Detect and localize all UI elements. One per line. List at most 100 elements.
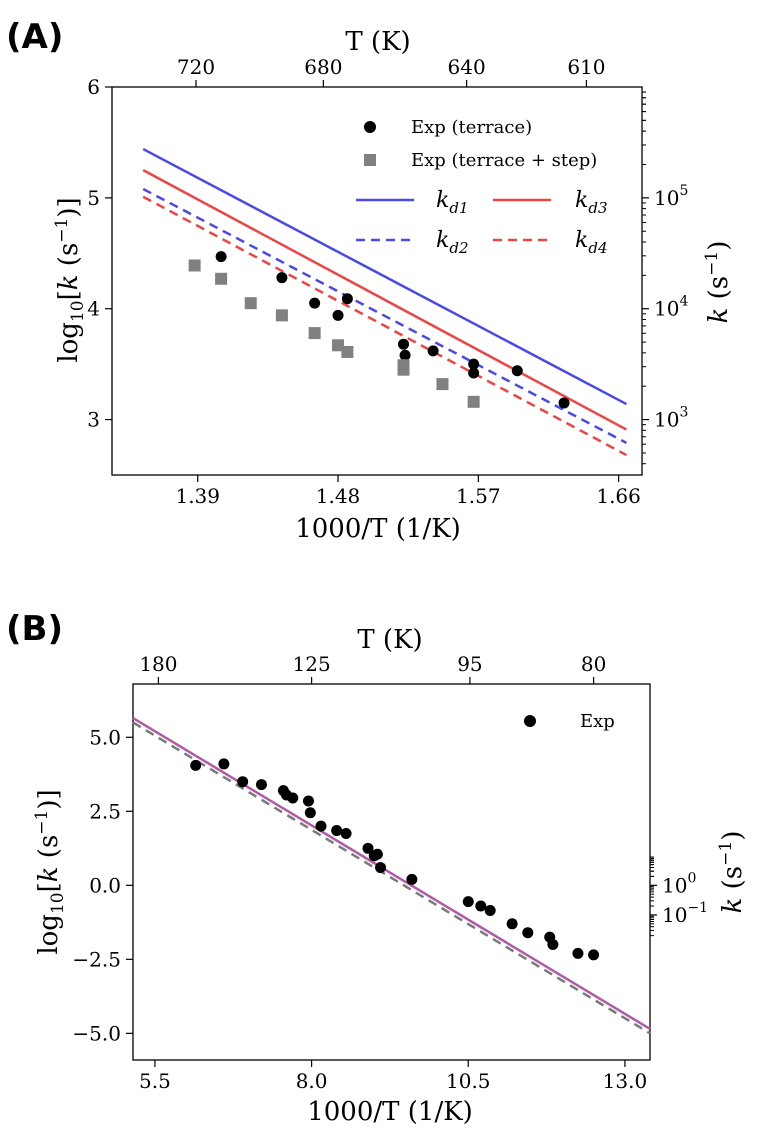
panel-b-model-lines [132, 716, 651, 1035]
panel-b-point-circle [572, 947, 584, 959]
panel-b-point-circle [506, 918, 518, 930]
panel-b-y-ticks: −5.0 −2.5 0.0 2.5 5.0 [72, 725, 133, 1045]
panel-a-line-kd3 [142, 169, 628, 431]
panel-a-x-tick-label: 1.66 [596, 484, 641, 508]
panel-a-point-circle [398, 338, 409, 350]
panel-b-point-circle [331, 825, 343, 837]
panel-b-point-circle [237, 776, 249, 788]
panel-b-point-circle [255, 779, 267, 791]
panel-b-point-circle [522, 927, 534, 939]
panel-a-point-circle [468, 358, 480, 370]
panel-a: (A) T (K) 1.39 1.48 1.57 1.66 3 4 5 6 720 680 64… [6, 17, 734, 544]
panel-a-legend: Exp (terrace) Exp (terrace + step) kd1 k… [356, 117, 608, 257]
panel-b-y-tick-label: 5.0 [89, 725, 121, 749]
panel-a-right-tick-label: 104 [654, 294, 688, 321]
panel-a-point-circle [399, 349, 411, 361]
legend-label-exp-terrace-step: Exp (terrace + step) [411, 150, 597, 171]
panel-a-point-circle [341, 293, 353, 305]
panel-b-label: (B) [6, 609, 63, 649]
panel-a-right-tick-label: 103 [654, 405, 688, 432]
panel-a-point-square [244, 297, 257, 310]
panel-a-point-square [275, 309, 288, 322]
panel-a-point-square [397, 363, 410, 376]
panel-a-line-kd4 [142, 195, 628, 457]
panel-a-data-points [188, 251, 570, 409]
panel-b-point-circle [406, 873, 418, 885]
panel-a-point-square [436, 378, 449, 391]
panel-b-point-circle [547, 939, 559, 951]
panel-b-top-tick-label: 180 [139, 652, 177, 676]
panel-b-point-circle [218, 758, 230, 770]
panel-a-x-axis-title: 1000/T (1/K) [295, 514, 461, 544]
panel-a-y-tick-label: 4 [87, 297, 100, 321]
panel-b-x-axis-title: 1000/T (1/K) [307, 1097, 473, 1127]
panel-b-point-circle [375, 862, 387, 874]
panel-b-legend: Exp [524, 711, 615, 732]
legend-label-exp: Exp [580, 711, 615, 732]
panel-b-top-tick-label: 125 [293, 652, 331, 676]
panel-a-point-circle [468, 367, 480, 379]
panel-a-x-tick-label: 1.39 [175, 484, 220, 508]
legend-marker-exp-terrace [364, 121, 376, 133]
panel-b-x-tick-label: 13.0 [603, 1069, 648, 1093]
panel-b-y-tick-label: 2.5 [89, 799, 121, 823]
panel-b-right-tick-label: 100 [662, 870, 696, 897]
legend-label-exp-terrace: Exp (terrace) [411, 117, 532, 138]
panel-b-line-model [132, 716, 651, 1030]
panel-a-point-circle [332, 309, 344, 321]
panel-a-right-ticks: 103 104 105 [642, 91, 688, 465]
panel-b-right-axis-title: k (s−1) [716, 831, 748, 914]
panel-b-line-model-dashed [132, 721, 651, 1035]
panel-b-x-tick-label: 5.5 [139, 1069, 171, 1093]
panel-a-top-tick-label: 680 [304, 55, 342, 79]
panel-a-point-square [341, 345, 354, 358]
panel-a-label: (A) [6, 17, 63, 57]
panel-a-point-circle [427, 345, 439, 357]
panel-b-y-tick-label: −5.0 [72, 1021, 121, 1045]
panel-a-point-circle [309, 297, 321, 309]
panel-a-line-kd1 [142, 147, 627, 406]
panel-b-point-circle [588, 949, 600, 961]
panel-b-point-circle [484, 904, 496, 916]
panel-b-x-ticks: 5.5 8.0 10.5 13.0 [139, 1060, 647, 1093]
panel-b-point-circle [315, 820, 327, 832]
panel-a-point-circle [215, 251, 227, 263]
panel-b-point-circle [362, 842, 374, 854]
panel-a-plot-frame [111, 86, 643, 476]
panel-b-plot-frame [132, 683, 651, 1061]
panel-a-x-tick-label: 1.48 [316, 484, 361, 508]
panel-a-point-square [308, 327, 321, 340]
panel-a-y-ticks: 3 4 5 6 [87, 75, 112, 432]
panel-a-point-square [215, 272, 228, 285]
panel-b-top-tick-label: 80 [581, 652, 606, 676]
panel-b-right-tick-label: 10−1 [662, 900, 708, 927]
panel-b-point-circle [462, 896, 474, 908]
panel-b-point-circle [302, 795, 314, 807]
panel-a-right-tick-label: 105 [654, 183, 688, 210]
panel-a-top-tick-label: 640 [448, 55, 486, 79]
panel-b-top-axis-title: T (K) [357, 625, 422, 655]
panel-b-point-circle [371, 848, 383, 860]
panel-b-point-circle [190, 759, 202, 771]
panel-b-point-circle [287, 792, 299, 804]
panel-a-point-square [332, 339, 345, 352]
legend-label-kd2: kd2 [436, 228, 469, 257]
panel-b-point-circle [340, 828, 352, 840]
panel-b-left-axis-title: log10[k (s−1)] [32, 789, 68, 954]
panel-a-y-tick-label: 3 [87, 408, 100, 432]
panel-b-y-tick-label: −2.5 [72, 947, 121, 971]
panel-b-top-tick-label: 95 [457, 652, 482, 676]
legend-marker-exp-terrace-step [364, 154, 376, 166]
panel-a-y-tick-label: 6 [87, 75, 100, 99]
panel-a-top-tick-label: 720 [177, 55, 215, 79]
panel-a-right-axis-title: k (s−1) [702, 241, 734, 324]
panel-a-point-circle [276, 272, 288, 284]
legend-label-kd3: kd3 [575, 188, 608, 217]
panel-a-top-tick-label: 610 [567, 55, 605, 79]
panel-a-y-tick-label: 5 [87, 186, 100, 210]
panel-a-x-ticks: 1.39 1.48 1.57 1.66 [175, 475, 641, 508]
panel-b-x-tick-label: 10.5 [446, 1069, 491, 1093]
panel-a-top-axis-title: T (K) [345, 27, 410, 57]
panel-b-data-points [190, 758, 600, 961]
panel-b-right-ticks: 10−1 100 [650, 856, 708, 937]
